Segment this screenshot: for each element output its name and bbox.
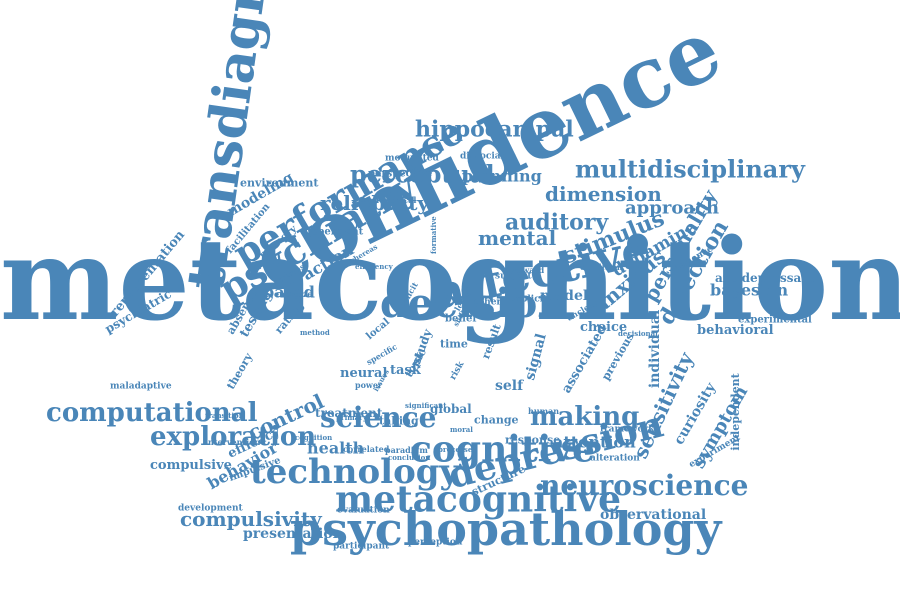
cloud-word-formative: formative (429, 216, 438, 255)
cloud-word-participant: participant (333, 541, 390, 552)
cloud-word-theory: theory (224, 350, 256, 392)
cloud-word-transition: transition (205, 411, 244, 421)
cloud-word-based: based (263, 282, 315, 302)
cloud-word-modulated: modulated (385, 153, 439, 164)
cloud-word-moral: moral (450, 425, 473, 435)
cloud-word-treatment: treatment (315, 405, 383, 420)
cloud-word-global: global (430, 401, 472, 416)
cloud-word-perception: perception (408, 537, 463, 548)
cloud-word-science: science (320, 401, 437, 435)
cloud-word-metacognitive: metacognitive (335, 478, 622, 521)
cloud-word-reliability: reliability (320, 191, 430, 215)
cloud-word-conclusion: conclusion (388, 453, 431, 463)
cloud-word-decisional: decisional (618, 329, 658, 339)
cloud-word-subject: subject (495, 271, 532, 282)
cloud-word-bayesian: bayesian (710, 280, 789, 300)
cloud-word-making: making (530, 401, 640, 432)
cloud-word-mental: mental (478, 226, 557, 250)
cloud-word-cognitive: cognitive (410, 428, 596, 471)
cloud-word-framework: framework (600, 424, 655, 435)
cloud-word-neuroscience: neuroscience (540, 469, 749, 503)
cloud-word-development: development (178, 503, 243, 514)
cloud-word-intervention: intervention (205, 437, 261, 448)
cloud-word-planning: planning (462, 166, 542, 186)
cloud-word-perspective: perspective (368, 168, 433, 180)
cloud-word-perceptual: perceptual (350, 159, 495, 189)
cloud-word-taking: taking (379, 414, 419, 428)
cloud-word-experimental: experimental (738, 314, 812, 326)
cloud-word-environment: environment (240, 176, 319, 190)
cloud-word-presentation: presentation (243, 526, 343, 543)
cloud-word-technology: technology (250, 452, 460, 493)
cloud-word-multidisciplinary: multidisciplinary (575, 154, 805, 184)
cloud-word-auditory: auditory (505, 209, 609, 236)
cloud-word-behavioral: behavioral (697, 322, 774, 338)
cloud-word-evaluation: evaluation (337, 505, 390, 516)
cloud-word-change: change (474, 413, 519, 427)
cloud-word-task: task (390, 362, 421, 378)
cloud-word-computational: computational (46, 397, 258, 428)
cloud-word-reward: reward (513, 265, 545, 276)
cloud-word-antidepressant: antidepressant (715, 270, 816, 285)
cloud-word-self: self (495, 378, 524, 395)
cloud-word-alteration: alteration (590, 453, 640, 464)
cloud-word-correlated: correlated (343, 444, 390, 455)
cloud-word-other: other (474, 297, 502, 308)
cloud-word-cognition: cognition (295, 433, 333, 443)
cloud-word-explicit: explicit (510, 294, 548, 305)
cloud-word-compulsivity: compulsivity (180, 507, 322, 531)
cloud-word-maladaptive: maladaptive (110, 381, 172, 392)
cloud-word-primary: primary (336, 413, 367, 423)
cloud-word-energize: energize (274, 289, 313, 300)
cloud-word-model: model (540, 288, 589, 305)
cloud-word-paradigm: paradigm (385, 445, 428, 456)
cloud-word-power: power (355, 380, 383, 391)
cloud-word-significant: significant (405, 401, 447, 411)
cloud-word-dependent: dependent (304, 226, 364, 238)
cloud-word-human: human (528, 406, 560, 417)
cloud-word-condition: condition (580, 262, 623, 273)
cloud-word-processes: processes (438, 445, 477, 455)
cloud-word-individual: individual (647, 309, 663, 389)
cloud-word-decision: decision (380, 280, 567, 327)
cloud-word-hippocampal: hippocampal (415, 116, 574, 143)
cloud-word-metacognition: metacognition (0, 214, 900, 346)
cloud-word-method: method (300, 328, 330, 338)
cloud-word-compulsive: compulsive (150, 457, 232, 473)
cloud-word-time: time (440, 337, 468, 351)
cloud-word-approach: approach (625, 197, 720, 219)
cloud-word-health: health (307, 438, 365, 458)
cloud-word-psychopathology: psychopathology (290, 501, 722, 556)
cloud-word-exploration: exploration (150, 421, 317, 452)
cloud-word-response: response (505, 433, 561, 447)
cloud-word-dissociable: dissociable (460, 151, 517, 162)
cloud-word-hierarchical: hierarchical (362, 195, 417, 206)
cloud-word-attention: attention (553, 432, 636, 452)
cloud-word-efficiency: efficiency (355, 262, 393, 272)
cloud-word-neural: neural (340, 365, 388, 381)
cloud-word-dimension: dimension (545, 182, 662, 206)
cloud-word-belief: belief (445, 313, 477, 325)
cloud-word-risk: risk (448, 359, 467, 382)
cloud-word-choice: choice (580, 319, 628, 335)
cloud-word-observational: observational (600, 507, 707, 524)
